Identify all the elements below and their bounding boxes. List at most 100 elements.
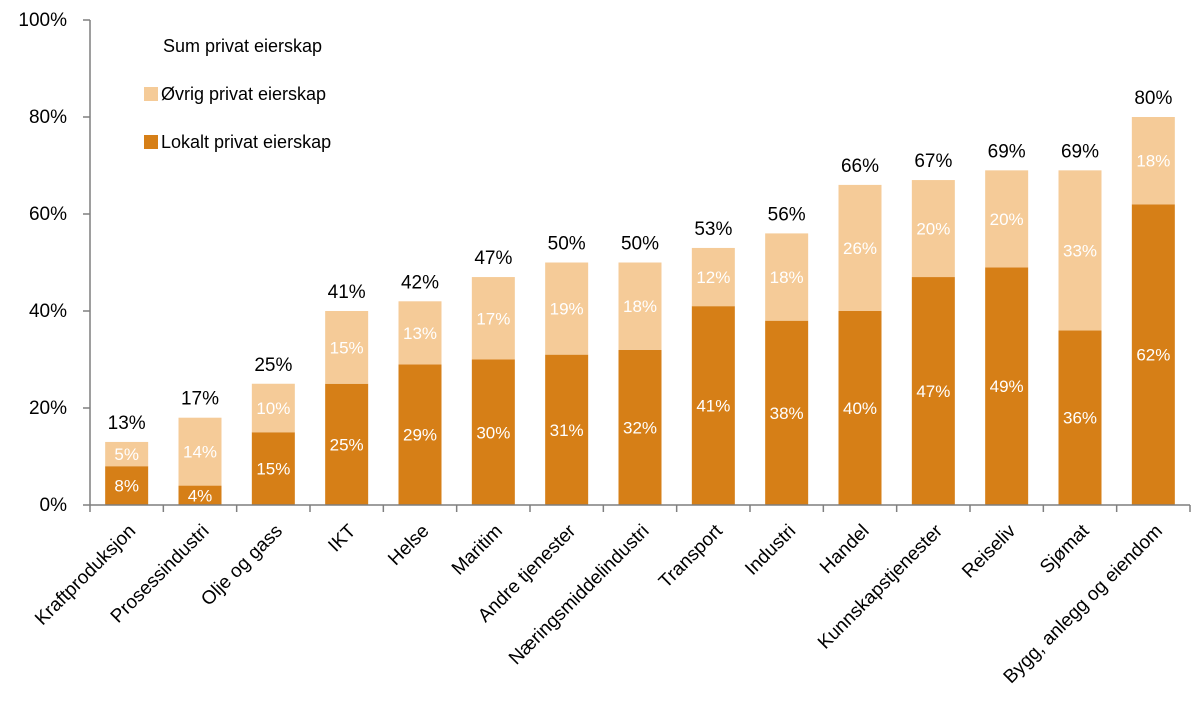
bar-local-label: 15% — [256, 460, 290, 479]
bar-total-label: 66% — [841, 156, 879, 177]
legend: Sum privat eierskap Øvrig privat eierska… — [144, 36, 331, 152]
bar-local — [178, 485, 222, 505]
bar-other-label: 18% — [623, 297, 657, 316]
total-labels: 13% 17% 25% 41% 42% 47% 50% 50% 53% 56% 66% 67% 69% 6… — [108, 88, 1173, 434]
y-tick-label: 40% — [29, 301, 67, 322]
bar-local — [325, 383, 369, 505]
bar-other-label: 33% — [1063, 241, 1097, 260]
y-tick-label: 80% — [29, 107, 67, 128]
bar-other-label: 13% — [403, 324, 437, 343]
bars — [105, 117, 1175, 506]
x-tick-label: Industri — [741, 521, 800, 580]
y-axis: 0% 20% 40% 60% 80% 100% — [18, 10, 91, 516]
bar-other — [691, 247, 735, 307]
bar-other — [838, 184, 882, 311]
bar-other-label: 26% — [843, 239, 877, 258]
bar-other-label: 18% — [1136, 152, 1170, 171]
bar-local-label: 30% — [476, 423, 510, 442]
bar-local — [251, 432, 295, 505]
bar-total-label: 53% — [694, 219, 732, 240]
bar-local-label: 36% — [1063, 409, 1097, 428]
bar-local — [765, 320, 809, 505]
bar-total-label: 69% — [1061, 141, 1099, 162]
bar-other — [765, 233, 809, 321]
x-tick-label: Sjømat — [1036, 520, 1094, 578]
bar-local-label: 29% — [403, 426, 437, 445]
bar-local-label: 4% — [188, 486, 213, 505]
bar-other — [251, 383, 295, 433]
bar-total-label: 41% — [328, 282, 366, 303]
bar-local — [545, 354, 589, 505]
legend-local-label: Lokalt privat eierskap — [161, 132, 331, 152]
bar-other — [471, 277, 515, 360]
bar-local — [1058, 330, 1102, 505]
bar-total-label: 25% — [254, 355, 292, 376]
y-tick-label: 100% — [18, 10, 67, 31]
bar-total-label: 50% — [548, 234, 586, 255]
bar-local — [398, 364, 442, 505]
x-tick-label: Transport — [655, 520, 727, 592]
bar-other — [911, 180, 955, 278]
bar-total-label: 56% — [768, 204, 806, 225]
legend-local-swatch — [144, 135, 158, 149]
x-tick-label: Næringsmiddelindustri — [505, 521, 654, 670]
bar-other — [1131, 117, 1175, 205]
y-tick-label: 60% — [29, 204, 67, 225]
bar-other-label: 18% — [770, 268, 804, 287]
segment-labels: 8% 5% 4% 14% 15% 10% 25% 15% 29% 13% 30% 17% 31% 19% 3… — [114, 152, 1170, 506]
legend-other-swatch — [144, 87, 158, 101]
legend-total-label: Sum privat eierskap — [163, 36, 322, 56]
bar-local — [1131, 204, 1175, 506]
bar-local-label: 38% — [770, 404, 804, 423]
legend-other-label: Øvrig privat eierskap — [161, 84, 326, 104]
bar-total-label: 17% — [181, 389, 219, 410]
x-tick-label: Reiseliv — [958, 520, 1020, 582]
bar-total-label: 47% — [474, 248, 512, 269]
bar-local — [471, 359, 515, 505]
bar-other-label: 12% — [696, 268, 730, 287]
bar-other — [105, 441, 149, 467]
bar-other-label: 10% — [256, 399, 290, 418]
bar-local — [618, 349, 662, 505]
bar-total-label: 67% — [914, 151, 952, 172]
bar-local-label: 25% — [330, 435, 364, 454]
bar-local-label: 49% — [990, 377, 1024, 396]
x-tick-label: IKT — [324, 520, 360, 556]
bar-local — [985, 267, 1029, 505]
bar-other — [178, 417, 222, 486]
bar-local-label: 31% — [550, 421, 584, 440]
bar-local — [911, 277, 955, 505]
bar-other — [1058, 170, 1102, 331]
bar-other — [618, 262, 662, 350]
bar-other — [545, 262, 589, 355]
bar-other-label: 17% — [476, 309, 510, 328]
bar-other-label: 20% — [990, 210, 1024, 229]
bar-other-label: 5% — [114, 445, 139, 464]
bar-local-label: 32% — [623, 418, 657, 437]
y-tick-label: 0% — [40, 495, 68, 516]
bar-local-label: 40% — [843, 399, 877, 418]
bar-local — [105, 466, 149, 505]
bar-other — [398, 301, 442, 365]
bar-total-label: 50% — [621, 234, 659, 255]
bar-total-label: 80% — [1134, 88, 1172, 109]
bar-total-label: 42% — [401, 272, 439, 293]
bar-other — [325, 311, 369, 384]
bar-local-label: 62% — [1136, 346, 1170, 365]
bar-local — [838, 311, 882, 505]
y-tick-label: 20% — [29, 398, 67, 419]
x-tick-label: Handel — [816, 521, 873, 578]
x-tick-label: Maritim — [448, 521, 507, 580]
bar-local-label: 47% — [916, 382, 950, 401]
bar-total-label: 13% — [108, 413, 146, 434]
bar-other-label: 14% — [183, 443, 217, 462]
bar-other-label: 19% — [550, 300, 584, 319]
bar-local — [691, 306, 735, 505]
bar-other — [985, 170, 1029, 268]
x-tick-label: Helse — [384, 521, 433, 570]
bar-total-label: 69% — [988, 141, 1026, 162]
bar-other-label: 20% — [916, 220, 950, 239]
bar-local-label: 41% — [696, 397, 730, 416]
